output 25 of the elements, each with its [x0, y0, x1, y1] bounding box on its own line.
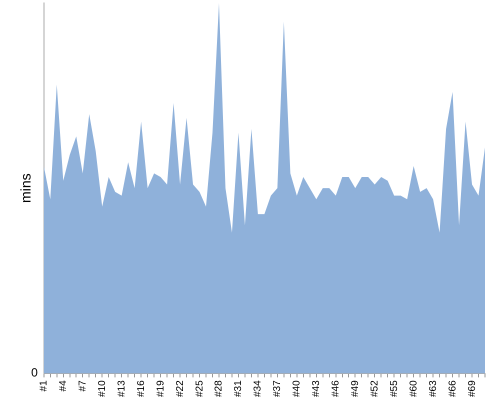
x-tick-label: #63 — [428, 380, 439, 398]
x-tick-label: #49 — [350, 380, 361, 398]
x-tick-label: #10 — [96, 380, 108, 398]
x-tick-label: #25 — [194, 380, 206, 398]
x-tick-label: #43 — [311, 380, 322, 398]
x-tick-label: #46 — [330, 380, 342, 398]
x-tick-label: #22 — [174, 380, 186, 398]
x-tick-label: #4 — [58, 380, 70, 392]
x-tick-label: #40 — [292, 380, 303, 398]
x-tick-label: #55 — [388, 380, 400, 398]
x-tick-label: #34 — [252, 380, 264, 398]
text: 0 — [31, 366, 38, 380]
y-axis-title: mins — [17, 173, 34, 203]
x-tick-label: #37 — [272, 380, 284, 398]
x-tick-label: #60 — [408, 380, 420, 398]
x-tick-label: #1 — [38, 380, 50, 392]
x-tick-label: #16 — [136, 380, 147, 398]
x-tick-label: #66 — [447, 380, 458, 398]
x-tick-label: #28 — [214, 380, 225, 398]
x-tick-label: #52 — [369, 380, 380, 398]
x-tick-label: #19 — [155, 380, 166, 398]
x-tick-label: #7 — [77, 380, 88, 392]
x-tick-label: #31 — [233, 380, 244, 398]
x-tick-label: #69 — [466, 380, 478, 398]
x-tick-label: #13 — [116, 380, 128, 398]
